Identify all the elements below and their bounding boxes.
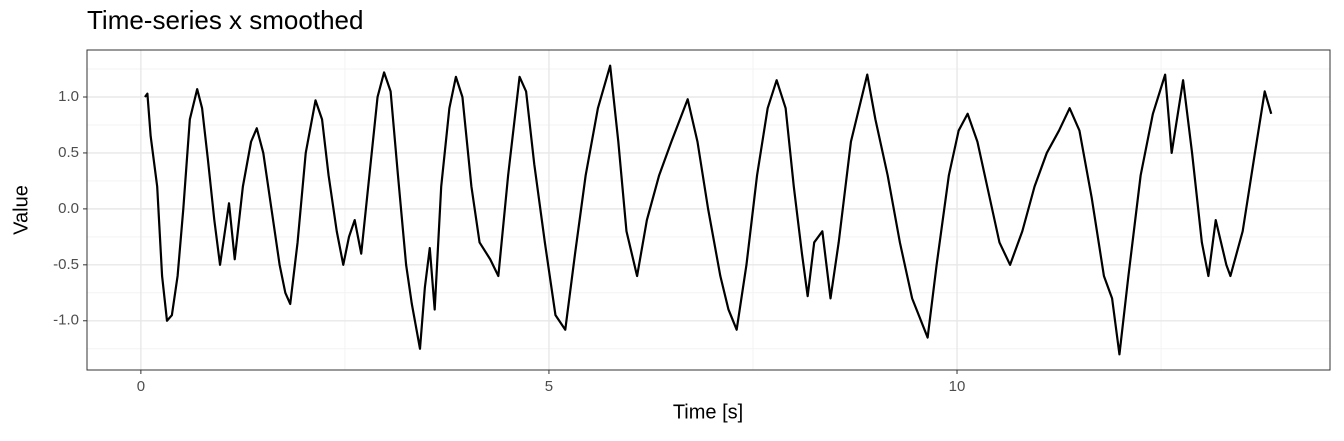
chart-title: Time-series x smoothed [87, 5, 363, 35]
y-tick-label: -1.0 [53, 312, 79, 329]
x-axis-label: Time [s] [673, 401, 743, 423]
y-tick-label: 0.5 [58, 144, 79, 161]
panel-border [86, 49, 1331, 371]
y-axis-label: Value [10, 185, 32, 235]
line [144, 64, 1273, 356]
x-tick-label: 0 [137, 378, 145, 395]
y-tick-label: 1.0 [58, 88, 79, 105]
x-tick-label: 10 [949, 378, 966, 395]
y-tick-label: -0.5 [53, 256, 79, 273]
y-tick-label: 0.0 [58, 200, 79, 217]
x-tick-label: 5 [545, 378, 553, 395]
